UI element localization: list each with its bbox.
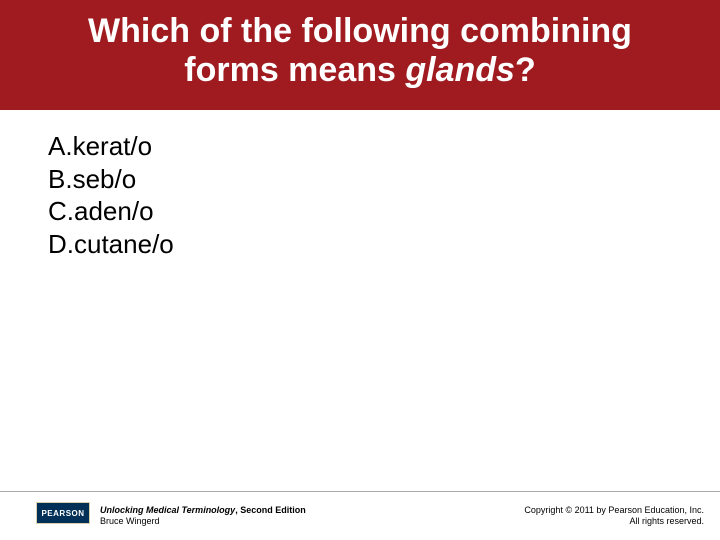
pearson-logo-text: PEARSON (41, 509, 84, 518)
title-line2-italic: glands (405, 51, 515, 89)
question-title: Which of the following combining forms m… (0, 0, 720, 90)
book-title: Unlocking Medical Terminology (100, 505, 235, 515)
title-line1: Which of the following combining (88, 12, 632, 50)
book-edition: , Second Edition (235, 505, 306, 515)
option-a: A.kerat/o (48, 130, 174, 163)
option-b-text: seb/o (73, 164, 137, 194)
option-d-text: cutane/o (74, 229, 174, 259)
option-c: C.aden/o (48, 195, 174, 228)
title-bar: Which of the following combining forms m… (0, 0, 720, 110)
pearson-logo: PEARSON (36, 502, 90, 524)
option-d-label: D. (48, 229, 74, 259)
title-line2-prefix: forms means (184, 51, 405, 89)
option-c-label: C. (48, 196, 74, 226)
option-d: D.cutane/o (48, 228, 174, 261)
book-info: Unlocking Medical Terminology, Second Ed… (100, 505, 306, 528)
title-line2-suffix: ? (515, 51, 536, 89)
option-b-label: B. (48, 164, 73, 194)
copyright: Copyright © 2011 by Pearson Education, I… (524, 505, 704, 528)
option-b: B.seb/o (48, 163, 174, 196)
options-list: A.kerat/o B.seb/o C.aden/o D.cutane/o (48, 130, 174, 260)
copyright-line1: Copyright © 2011 by Pearson Education, I… (524, 505, 704, 515)
option-a-text: kerat/o (73, 131, 153, 161)
copyright-line2: All rights reserved. (629, 516, 704, 526)
book-author: Bruce Wingerd (100, 516, 160, 526)
slide: Which of the following combining forms m… (0, 0, 720, 540)
footer: PEARSON Unlocking Medical Terminology, S… (0, 492, 720, 540)
option-c-text: aden/o (74, 196, 154, 226)
option-a-label: A. (48, 131, 73, 161)
